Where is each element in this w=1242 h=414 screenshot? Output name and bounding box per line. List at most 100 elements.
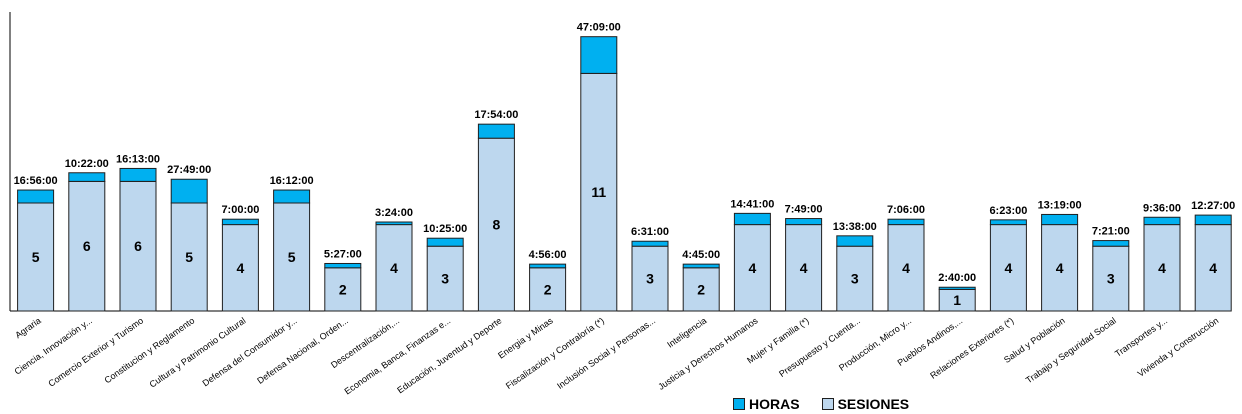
bar-horas: [682, 263, 720, 269]
x-tick-label: Agraria: [13, 315, 43, 340]
bar-sesiones: [529, 267, 567, 312]
legend-item-sesiones: SESIONES: [821, 396, 909, 412]
data-label-horas: 4:56:00: [529, 249, 567, 261]
data-label-horas: 6:23:00: [989, 205, 1027, 217]
data-label-horas: 5:27:00: [324, 248, 362, 260]
data-label-sesiones: 5: [185, 249, 193, 265]
data-label-sesiones: 4: [237, 260, 245, 276]
x-tick-label: Inteligencia: [665, 315, 708, 349]
bar-horas: [938, 286, 976, 290]
bar-sesiones: [426, 245, 464, 312]
bar-sesiones: [785, 224, 823, 312]
bar-sesiones: [989, 224, 1027, 312]
data-label-sesiones: 2: [339, 281, 347, 297]
x-tick-label: Relaciones Exteriores (*): [928, 315, 1015, 380]
data-label-sesiones: 4: [1005, 260, 1013, 276]
bar-sesiones: [631, 245, 669, 312]
bar-horas: [477, 123, 515, 139]
data-label-sesiones: 4: [1056, 260, 1064, 276]
data-label-horas: 17:54:00: [474, 109, 518, 121]
data-label-sesiones: 3: [1107, 271, 1115, 287]
bar-sesiones: [1143, 224, 1181, 312]
data-label-horas: 16:56:00: [14, 175, 58, 187]
bar-sesiones: [477, 137, 515, 312]
bar-sesiones: [1041, 224, 1079, 312]
bar-horas: [375, 221, 413, 226]
legend: HORAS SESIONES: [733, 396, 931, 412]
bar-sesiones: [836, 245, 874, 312]
bar-horas: [1041, 213, 1079, 226]
data-label-horas: 10:22:00: [65, 158, 109, 170]
data-label-horas: 47:09:00: [577, 22, 621, 34]
data-label-sesiones: 4: [800, 260, 808, 276]
bar-horas: [426, 237, 464, 247]
data-label-horas: 16:13:00: [116, 153, 160, 165]
data-label-horas: 13:38:00: [833, 221, 877, 233]
data-label-horas: 7:00:00: [221, 204, 259, 216]
data-label-sesiones: 4: [749, 260, 757, 276]
data-label-horas: 4:45:00: [682, 249, 720, 261]
data-label-horas: 16:12:00: [270, 175, 314, 187]
data-label-horas: 7:21:00: [1092, 226, 1130, 238]
bar-sesiones: [733, 224, 771, 312]
bar-horas: [221, 218, 259, 226]
x-tick-label: Justicia y Derechos Humanos: [656, 315, 760, 392]
bar-horas: [1194, 214, 1232, 226]
data-label-horas: 13:19:00: [1038, 199, 1082, 211]
bar-horas: [989, 219, 1027, 226]
data-label-sesiones: 8: [493, 217, 501, 233]
data-label-sesiones: 3: [851, 271, 859, 287]
data-label-horas: 3:24:00: [375, 207, 413, 219]
bar-horas: [68, 172, 106, 182]
bar-horas: [273, 189, 311, 204]
bar-sesiones: [580, 72, 618, 312]
data-label-horas: 14:41:00: [730, 198, 774, 210]
x-tick-label: Defensa Nacional, Orden...: [255, 315, 350, 385]
data-label-sesiones: 4: [390, 260, 398, 276]
bar-horas: [1143, 216, 1181, 226]
bar-horas: [631, 240, 669, 247]
data-label-sesiones: 2: [697, 281, 705, 297]
x-tick-label: Cultura y Patrimonio Cultural: [148, 315, 248, 389]
bar-sesiones: [1194, 224, 1232, 312]
bar-horas: [785, 218, 823, 226]
data-label-sesiones: 5: [32, 249, 40, 265]
x-tick-label: Fiscalización y Contraloría (*): [504, 315, 606, 391]
data-label-sesiones: 5: [288, 249, 296, 265]
data-label-horas: 10:25:00: [423, 223, 467, 235]
data-label-horas: 2:40:00: [938, 272, 976, 284]
x-tick-label: Economia, Banca, Finanzas e...: [343, 315, 453, 396]
bar-horas: [580, 36, 618, 74]
bar-horas: [119, 167, 157, 182]
bar-horas: [733, 212, 771, 226]
x-tick-label: Comercio Exterior y Turismo: [46, 315, 145, 388]
data-label-horas: 9:36:00: [1143, 202, 1181, 214]
data-label-sesiones: 4: [1209, 260, 1217, 276]
data-label-sesiones: 6: [83, 238, 91, 254]
bar-sesiones: [17, 202, 55, 312]
bar-horas: [324, 262, 362, 269]
data-label-sesiones: 4: [1158, 260, 1166, 276]
bar-horas: [170, 178, 208, 204]
legend-swatch-horas: [733, 398, 745, 410]
x-tick-label: Trabajo y Seguridad Social: [1024, 315, 1118, 385]
legend-label-horas: HORAS: [749, 396, 800, 412]
data-label-sesiones: 1: [953, 292, 961, 308]
bar-horas: [887, 218, 925, 226]
data-label-sesiones: 4: [902, 260, 910, 276]
data-label-sesiones: 3: [441, 271, 449, 287]
data-label-horas: 12:27:00: [1191, 200, 1235, 212]
legend-item-horas: HORAS: [733, 396, 800, 412]
data-label-horas: 7:06:00: [887, 204, 925, 216]
x-tick-label: Constitucion y Reglamento: [103, 315, 197, 385]
x-tick-label: Educación, Juventud y Deporte: [395, 315, 503, 395]
data-label-sesiones: 3: [646, 271, 654, 287]
legend-swatch-sesiones: [821, 398, 834, 410]
data-label-sesiones: 2: [544, 281, 552, 297]
bar-horas: [17, 189, 55, 204]
data-label-sesiones: 11: [591, 184, 606, 200]
bar-sesiones: [887, 224, 925, 312]
data-label-horas: 27:49:00: [167, 164, 211, 176]
